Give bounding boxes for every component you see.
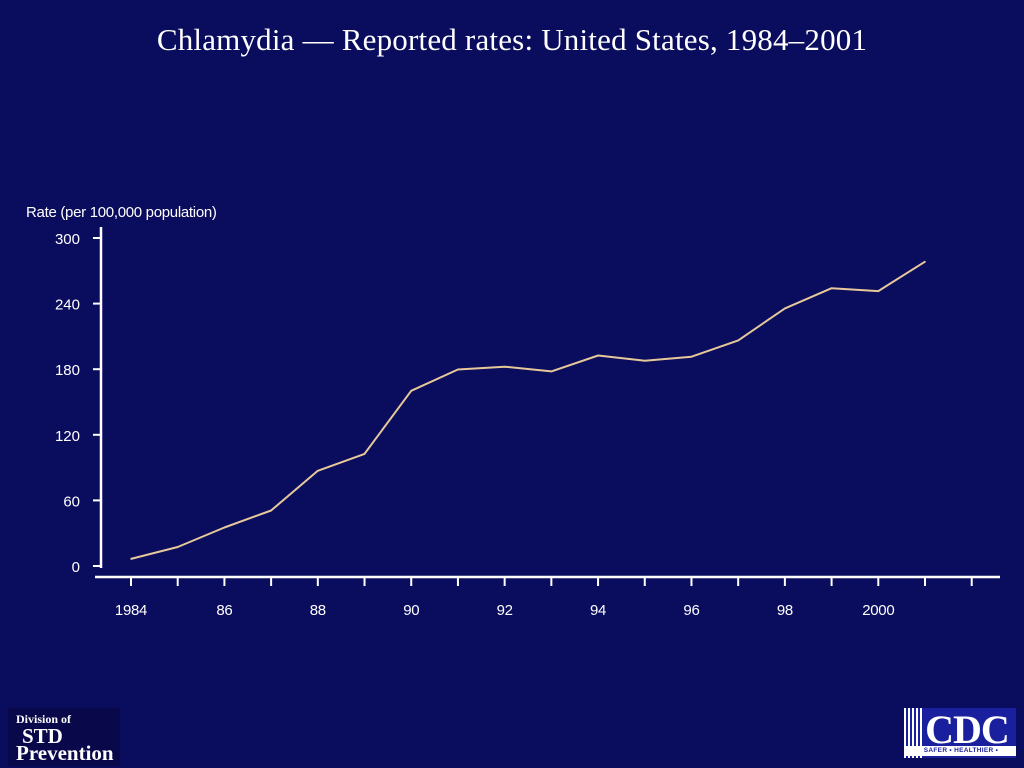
cdc-tagline: SAFER • HEALTHIER • PEOPLE™	[906, 746, 1016, 758]
data-point	[410, 390, 413, 392]
cdc-logo-text: CDC	[925, 708, 1010, 752]
data-point	[877, 290, 880, 292]
x-tick-label: 88	[310, 602, 326, 619]
cdc-stripes-icon	[904, 708, 922, 758]
division-of-std-prevention-logo: Division of STD Prevention	[8, 708, 120, 766]
data-point	[784, 307, 786, 310]
data-point	[643, 359, 646, 362]
y-tick-label: 0	[72, 559, 80, 576]
x-tick-label: 98	[777, 602, 793, 619]
logo-line-2: STD	[22, 724, 63, 748]
y-tick-label: 240	[55, 297, 80, 314]
cdc-logo: CDC SAFER • HEALTHIER • PEOPLE™	[904, 708, 1016, 758]
logo-line-1: Division of	[16, 712, 72, 726]
data-point	[737, 339, 739, 342]
chart-title: Chlamydia — Reported rates: United State…	[156, 22, 868, 57]
series-line	[130, 260, 926, 560]
data-point	[130, 558, 132, 560]
y-axis-label: Rate (per 100,000 population)	[26, 204, 217, 221]
data-point	[924, 260, 926, 263]
y-tick-label: 60	[63, 493, 80, 510]
x-tick-label: 2000	[862, 602, 894, 619]
y-tick-label: 180	[55, 362, 80, 379]
x-tick-label: 92	[497, 602, 513, 619]
x-tick-label: 94	[590, 602, 606, 619]
y-tick-label: 300	[55, 231, 80, 248]
data-point	[503, 365, 506, 368]
x-tick-label: 90	[403, 602, 419, 619]
data-point	[457, 368, 459, 371]
data-point	[363, 453, 366, 455]
data-point	[223, 526, 226, 529]
data-point	[690, 355, 693, 358]
data-point	[176, 546, 179, 548]
logo-line-3: Prevention	[16, 741, 114, 765]
data-point	[270, 509, 272, 512]
y-tick-label: 120	[55, 428, 80, 445]
x-tick-label: 1984	[115, 602, 147, 619]
x-tick-label: 96	[683, 602, 699, 619]
data-point	[597, 354, 599, 357]
x-tick-label: 86	[216, 602, 232, 619]
data-point	[317, 469, 319, 472]
data-point	[830, 287, 833, 289]
data-point	[550, 370, 553, 373]
